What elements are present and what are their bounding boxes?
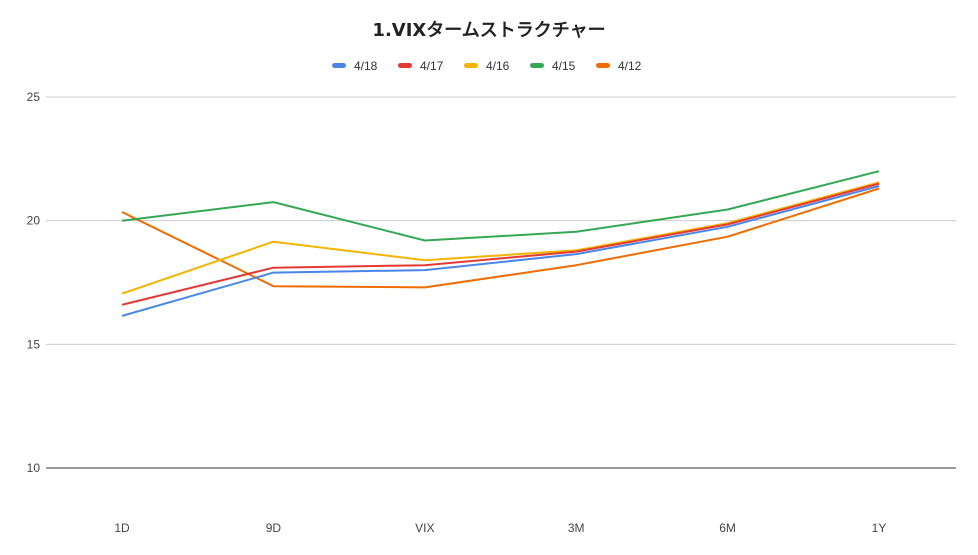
chart-title: 1.VIXタームストラクチャー xyxy=(372,20,606,41)
series-line xyxy=(121,170,880,242)
y-tick-label: 25 xyxy=(27,90,41,104)
x-tick-label: 6M xyxy=(719,521,736,535)
legend-swatch xyxy=(464,63,478,68)
series-line xyxy=(121,182,880,306)
legend: 4/18 4/17 4/16 4/15 4/12 xyxy=(332,59,642,73)
legend-label: 4/15 xyxy=(552,59,576,73)
legend-label: 4/12 xyxy=(618,59,642,73)
series-line xyxy=(121,181,880,295)
series-line xyxy=(121,187,880,289)
x-tick-label: VIX xyxy=(415,521,434,535)
x-tick-label: 1Y xyxy=(872,521,887,535)
x-tick-label: 3M xyxy=(568,521,585,535)
legend-swatch xyxy=(596,63,610,68)
y-tick-label: 20 xyxy=(27,214,41,228)
legend-swatch xyxy=(332,63,346,68)
y-tick-label: 15 xyxy=(27,337,41,351)
x-tick-label: 1D xyxy=(114,521,130,535)
axis-labels: 10 15 20 25 1D 9D VIX 3M 6M 1Y xyxy=(27,90,887,535)
legend-swatch xyxy=(398,63,412,68)
y-tick-label: 10 xyxy=(27,461,41,475)
legend-label: 4/18 xyxy=(354,59,378,73)
gridlines xyxy=(46,96,956,469)
legend-swatch xyxy=(530,63,544,68)
legend-label: 4/17 xyxy=(420,59,444,73)
series-line xyxy=(121,185,880,317)
x-tick-label: 9D xyxy=(266,521,282,535)
series-lines xyxy=(121,170,880,317)
legend-label: 4/16 xyxy=(486,59,510,73)
